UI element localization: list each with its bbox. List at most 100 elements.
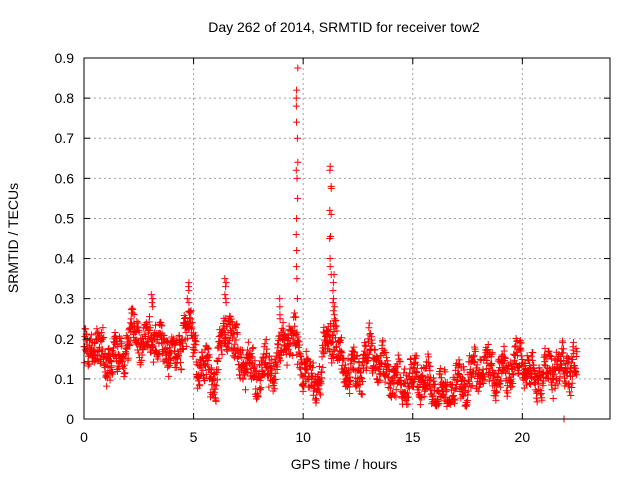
y-tick-label: 0.4 xyxy=(55,251,75,267)
data-point xyxy=(267,356,275,364)
data-point xyxy=(262,354,270,362)
data-point xyxy=(302,347,310,355)
data-point xyxy=(572,367,580,375)
data-point xyxy=(329,299,337,307)
data-point xyxy=(492,396,500,404)
data-point xyxy=(396,373,404,381)
data-point xyxy=(189,345,197,353)
data-point xyxy=(231,340,239,348)
data-point xyxy=(132,327,140,335)
data-point xyxy=(573,371,581,379)
data-point xyxy=(335,355,343,363)
data-point xyxy=(292,166,300,174)
data-point xyxy=(123,345,131,353)
data-point xyxy=(374,378,382,386)
data-point xyxy=(568,383,576,391)
data-point xyxy=(345,383,353,391)
data-point xyxy=(464,391,472,399)
data-point xyxy=(225,344,233,352)
data-point xyxy=(87,331,95,339)
data-point xyxy=(293,214,301,222)
y-tick-label: 0.8 xyxy=(55,90,75,106)
data-point xyxy=(279,326,287,334)
data-point xyxy=(196,381,204,389)
data-point xyxy=(371,346,379,354)
data-point xyxy=(101,364,109,372)
data-point xyxy=(119,364,127,372)
y-tick-label: 0.3 xyxy=(55,291,75,307)
data-point xyxy=(319,328,327,336)
data-point xyxy=(317,368,325,376)
data-point xyxy=(221,291,229,299)
data-point xyxy=(330,311,338,319)
data-point xyxy=(572,352,580,360)
data-point xyxy=(554,380,562,388)
data-point xyxy=(516,344,524,352)
data-point xyxy=(114,343,122,351)
data-point xyxy=(559,345,567,353)
data-point xyxy=(294,64,302,72)
data-point xyxy=(278,324,286,332)
data-point xyxy=(361,341,369,349)
data-point xyxy=(138,356,146,364)
data-point xyxy=(533,398,541,406)
data-point xyxy=(435,399,443,407)
data-point xyxy=(172,359,180,367)
data-point xyxy=(257,384,265,392)
y-tick-label: 0.1 xyxy=(55,371,75,387)
data-point xyxy=(406,365,414,373)
data-point xyxy=(121,369,129,377)
data-point xyxy=(293,275,301,283)
data-point xyxy=(104,363,112,371)
data-point xyxy=(167,356,175,364)
data-point xyxy=(413,368,421,376)
data-point xyxy=(548,355,556,363)
data-point xyxy=(549,394,557,402)
data-point xyxy=(567,392,575,400)
data-point xyxy=(526,379,534,387)
data-point xyxy=(316,391,324,399)
data-point xyxy=(241,386,249,394)
data-point xyxy=(548,386,556,394)
data-point xyxy=(211,385,219,393)
data-point xyxy=(164,363,172,371)
data-point xyxy=(294,158,302,166)
data-point xyxy=(188,319,196,327)
data-point xyxy=(138,334,146,342)
data-point xyxy=(192,338,200,346)
data-point xyxy=(183,295,191,303)
data-point xyxy=(239,374,247,382)
data-point xyxy=(265,352,273,360)
data-point xyxy=(232,336,240,344)
data-point xyxy=(569,355,577,363)
data-point xyxy=(318,374,326,382)
data-point xyxy=(330,295,338,303)
data-point xyxy=(423,373,431,381)
data-point xyxy=(328,359,336,367)
data-point xyxy=(331,303,339,311)
data-point xyxy=(250,364,258,372)
data-point xyxy=(204,344,212,352)
data-point xyxy=(210,388,218,396)
data-point xyxy=(249,345,257,353)
data-point xyxy=(459,392,467,400)
data-point xyxy=(171,340,179,348)
data-point xyxy=(496,383,504,391)
data-point xyxy=(293,295,301,303)
data-point xyxy=(95,346,103,354)
data-point xyxy=(508,383,516,391)
data-point xyxy=(329,350,337,358)
data-point xyxy=(97,358,105,366)
data-point xyxy=(539,382,547,390)
data-point xyxy=(437,374,445,382)
data-point xyxy=(327,210,335,218)
data-point xyxy=(455,356,463,364)
data-point xyxy=(192,331,200,339)
data-point xyxy=(565,388,573,396)
data-point xyxy=(143,323,151,331)
data-point xyxy=(568,372,576,380)
data-point xyxy=(331,323,339,331)
data-point xyxy=(111,328,119,336)
data-point xyxy=(332,322,340,330)
data-point xyxy=(233,320,241,328)
